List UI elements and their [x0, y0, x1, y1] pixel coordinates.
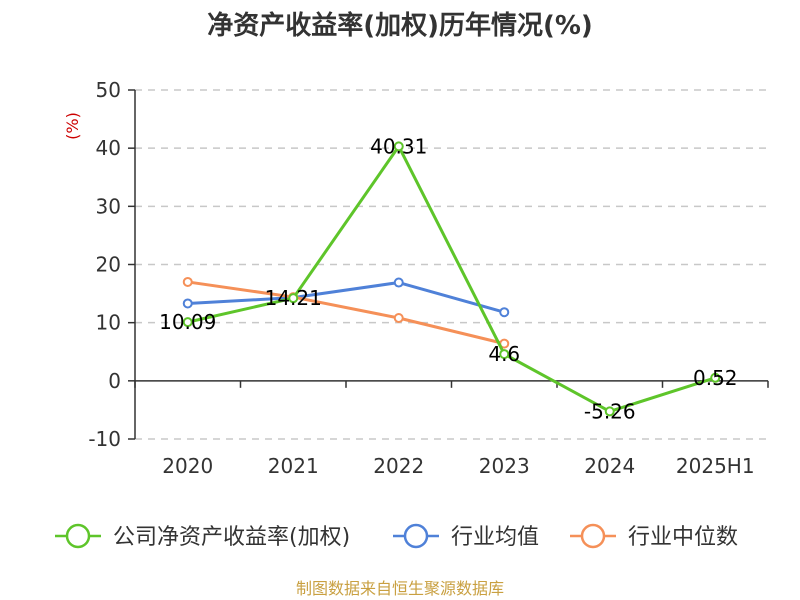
y-tick-label: 0 — [108, 369, 121, 393]
series-line — [187, 281, 505, 314]
x-tick-label: 2021 — [268, 454, 319, 478]
legend-label: 行业中位数 — [628, 525, 738, 550]
data-point — [499, 349, 510, 360]
data-point — [499, 307, 510, 318]
data-label: 10.09 — [159, 310, 216, 334]
data-point — [393, 313, 404, 324]
data-label: 40.31 — [370, 134, 427, 158]
data-point — [182, 276, 193, 287]
legend-label: 公司净资产收益率(加权) — [113, 525, 350, 550]
y-tick-label: 40 — [96, 136, 121, 160]
series-line — [187, 144, 716, 413]
data-point — [182, 298, 193, 309]
series-lines — [182, 141, 721, 417]
legend-marker — [403, 523, 429, 549]
data-point — [710, 372, 721, 383]
x-axis: 2020 2021 2022 2023 2024 2025H1 — [134, 380, 769, 478]
y-tick-label: 30 — [96, 194, 121, 218]
chart-title: 净资产收益率(加权)历年情况(%) — [207, 10, 593, 41]
y-tick-label: 50 — [96, 78, 121, 102]
data-point — [288, 293, 299, 304]
data-label: 0.52 — [693, 366, 738, 390]
y-tick-label: 20 — [96, 253, 121, 277]
y-tick-label: 10 — [96, 311, 121, 335]
data-label: -5.26 — [584, 399, 636, 423]
data-point — [604, 406, 615, 417]
legend-label: 行业均值 — [451, 525, 539, 550]
data-point — [182, 317, 193, 328]
x-tick-label: 2023 — [479, 454, 530, 478]
series-line — [187, 280, 505, 346]
data-point — [393, 141, 404, 152]
y-tick-label: -10 — [88, 427, 121, 451]
legend-marker — [65, 523, 91, 549]
legend-marker — [580, 523, 606, 549]
source-note: 制图数据来自恒生聚源数据库 — [296, 579, 504, 598]
grid-lines — [135, 89, 768, 440]
x-tick-label: 2020 — [162, 454, 213, 478]
x-tick-label: 2025H1 — [676, 454, 755, 478]
data-label: 14.21 — [265, 286, 322, 310]
data-point — [393, 277, 404, 288]
x-tick-label: 2024 — [584, 454, 635, 478]
data-label: 4.6 — [488, 342, 520, 366]
y-axis-label: (%) — [63, 112, 82, 140]
legend: 公司净资产收益率(加权) 行业均值 行业中位数 — [55, 523, 738, 550]
y-axis: 50 40 30 20 10 0 -10 — [88, 78, 136, 451]
data-labels: 10.09 14.21 40.31 4.6 -5.26 0.52 — [159, 134, 737, 423]
x-tick-label: 2022 — [373, 454, 424, 478]
